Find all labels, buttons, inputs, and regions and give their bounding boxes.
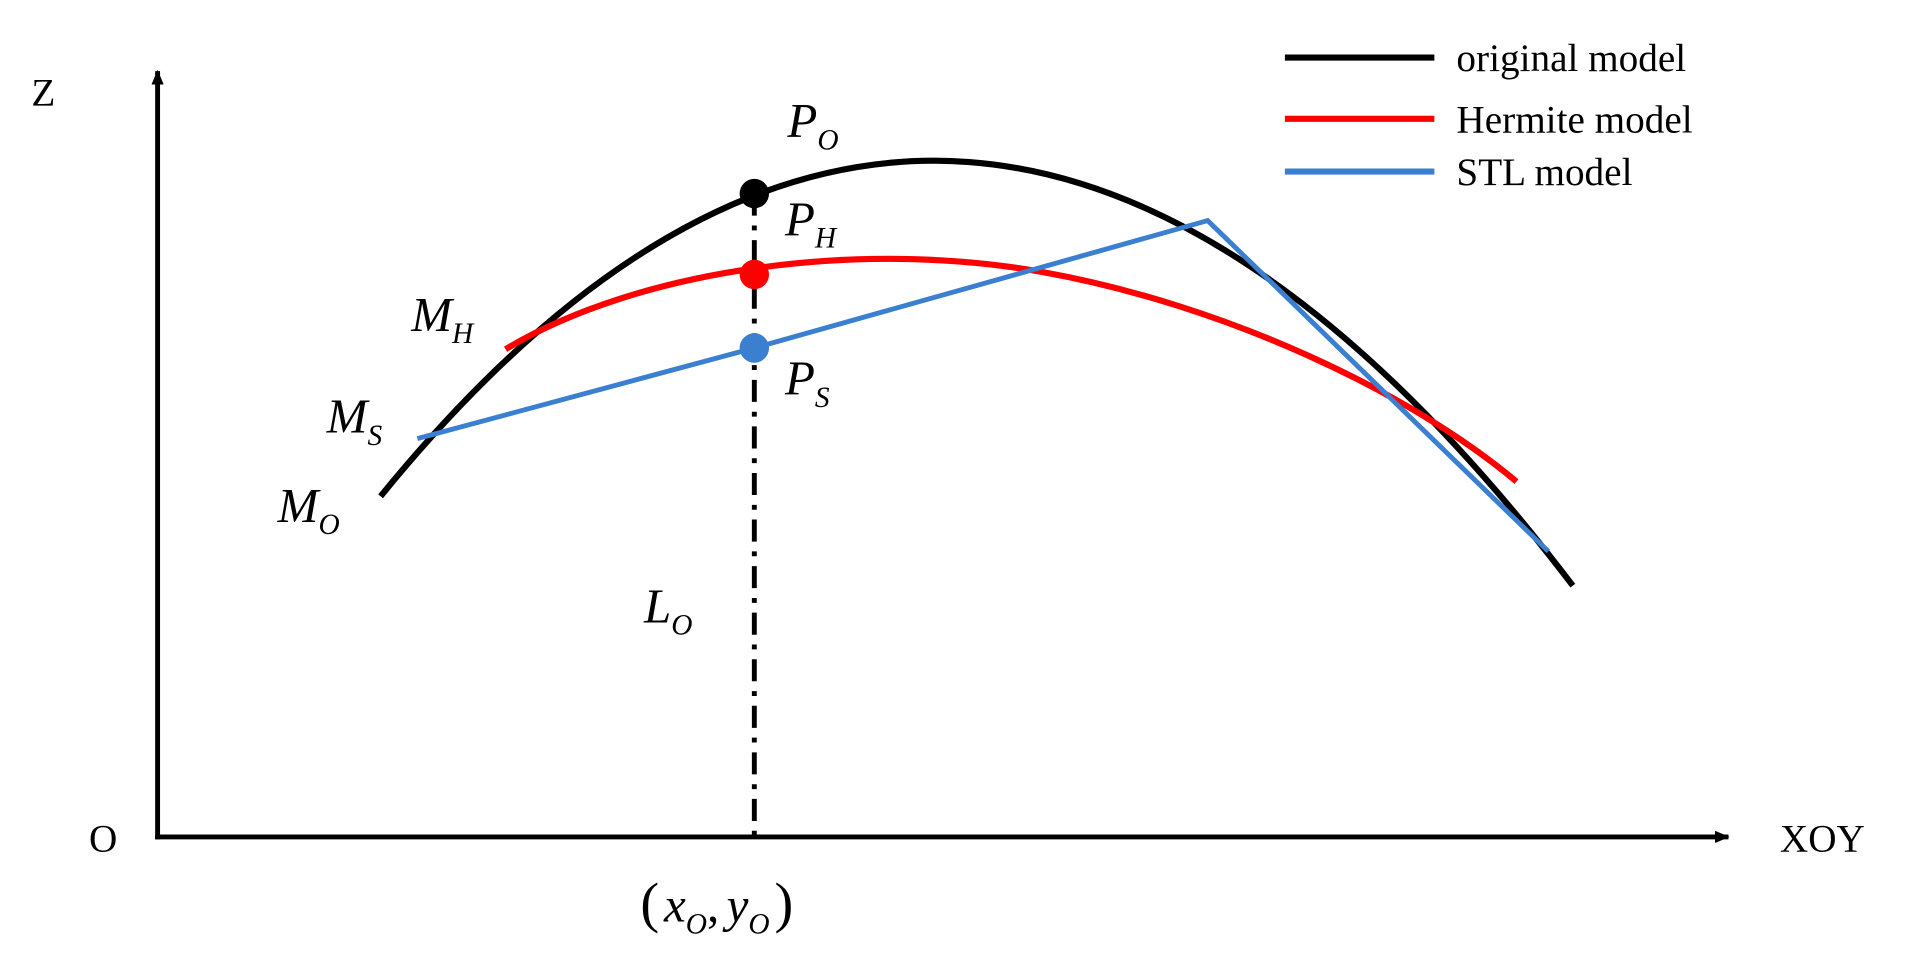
stl-polyline (416, 217, 1551, 554)
coord-y-sub: O (748, 909, 769, 941)
legend-label: Hermite model (1456, 98, 1692, 141)
label-sub: H (451, 318, 475, 350)
label-main: P (786, 93, 817, 148)
label-m-h: MH (410, 287, 475, 350)
label-main: P (784, 191, 815, 246)
paren: ) (775, 872, 794, 934)
original-curve (378, 157, 1576, 588)
label-m-s: MS (326, 389, 383, 452)
label-main: M (410, 287, 455, 342)
x-label: XOY (1780, 818, 1865, 861)
label-main: M (277, 478, 322, 533)
comma: , (707, 877, 719, 932)
label-m-o: MO (277, 478, 340, 541)
label-l-o: LO (643, 578, 693, 641)
coord-x: x (663, 877, 686, 932)
label-main: M (326, 389, 371, 444)
label-p-o: PO (786, 93, 838, 156)
label-p-h: PH (784, 191, 838, 254)
label-sub: O (671, 610, 692, 642)
point-p-h (739, 259, 770, 290)
legend-label: original model (1456, 37, 1686, 80)
paren: ( (640, 872, 659, 934)
legend-label: STL model (1456, 151, 1632, 194)
label-sub: O (319, 509, 340, 541)
label-p-s: PS (784, 351, 830, 414)
point-p-s (739, 333, 770, 363)
label-main: L (643, 578, 671, 633)
coord-y: y (722, 877, 749, 932)
label-sub: S (815, 382, 830, 414)
label-main: P (784, 351, 815, 406)
coordinate-label: (xO, yO) (640, 872, 793, 940)
origin-label: O (89, 818, 117, 861)
z-label: Z (31, 71, 55, 114)
coord-x-sub: O (686, 909, 707, 941)
label-sub: S (368, 420, 383, 452)
point-p-o (739, 178, 770, 209)
label-sub: H (814, 223, 838, 255)
label-sub: O (817, 124, 838, 156)
